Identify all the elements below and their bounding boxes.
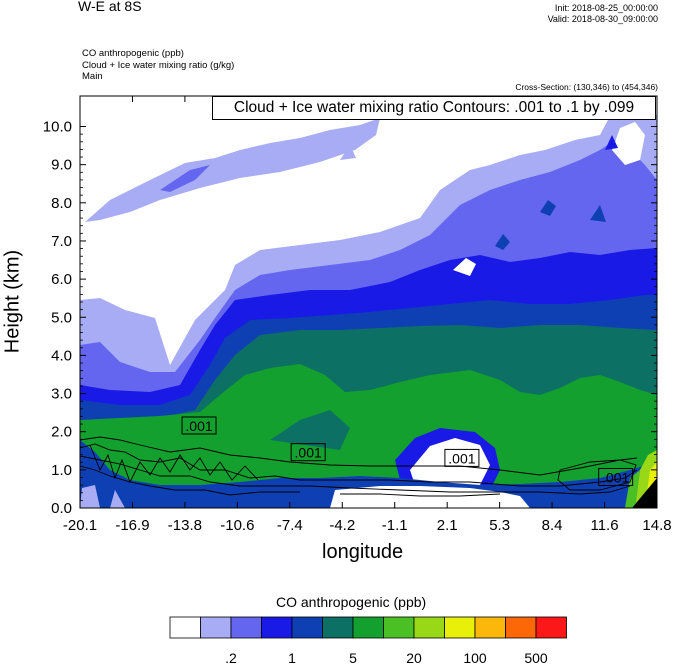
colorbar-swatch [352, 616, 384, 639]
y-tick-label: 8.0 [51, 195, 72, 212]
x-axis: -20.1 -16.9 -13.8 -10.6 -7.4 -4.2 -1.1 2.1 5.3 8.… [63, 96, 672, 534]
x-tick-label: -13.8 [168, 517, 202, 534]
colorbar-swatch [230, 616, 262, 639]
y-tick-label: 7.0 [51, 233, 72, 250]
contour-label-box [444, 448, 480, 467]
y-tick-label: 1.0 [51, 462, 72, 479]
colorbar-swatch [291, 616, 323, 639]
colorbar-label: 20 [406, 650, 422, 666]
contour-label-box [598, 467, 634, 486]
colorbar-swatch [261, 616, 293, 639]
co-level-1b [85, 118, 380, 222]
cross-section-label: Cross-Section: (130,346) to (454,346) [515, 82, 658, 92]
contour-label: .001 [295, 445, 322, 461]
colorbar-swatch [474, 616, 506, 639]
cloud-contours [80, 436, 638, 497]
x-tick-label: -1.1 [382, 517, 408, 534]
field-label-main: Main [82, 71, 103, 82]
y-tick-label: 9.0 [51, 157, 72, 174]
colorbar-label: 5 [349, 650, 357, 666]
colorbar-swatch [505, 616, 537, 639]
colorbar: .2 1 5 20 100 500 [169, 616, 567, 666]
colorbar-swatch [444, 616, 476, 639]
x-tick-label: 8.4 [542, 517, 563, 534]
colorbar-swatch [322, 616, 354, 639]
contour-info-box: Cloud + Ice water mixing ratio Contours:… [212, 96, 656, 120]
y-tick-label: 10.0 [43, 119, 72, 136]
x-tick-label: -4.2 [329, 517, 355, 534]
co-field [80, 96, 657, 508]
y-tick-label: 3.0 [51, 386, 72, 403]
colorbar-label: 1 [288, 650, 296, 666]
field-label-cloud: Cloud + Ice water mixing ratio (g/kg) [82, 60, 235, 71]
colorbar-label: .2 [225, 650, 237, 666]
colorbar-title: CO anthropogenic (ppb) [276, 594, 427, 610]
contour-label: .001 [602, 469, 629, 485]
x-tick-label: -20.1 [63, 517, 97, 534]
y-axis: 0.0 1.0 2.0 3.0 4.0 5.0 6.0 7.0 8.0 9.0 10.0 [43, 119, 657, 517]
x-tick-label: 2.1 [437, 517, 458, 534]
contour-label: .001 [185, 418, 212, 434]
y-tick-label: 2.0 [51, 424, 72, 441]
y-tick-label: 5.0 [51, 309, 72, 326]
colorbar-swatch [413, 616, 445, 639]
colorbar-label: 500 [524, 650, 548, 666]
contour-label: .001 [448, 450, 475, 466]
x-tick-label: -16.9 [115, 517, 149, 534]
y-tick-label: 6.0 [51, 271, 72, 288]
y-tick-label: 0.0 [51, 500, 72, 517]
x-tick-label: 11.6 [590, 517, 618, 534]
x-tick-label: 14.8 [642, 517, 671, 534]
colorbar-label: 100 [463, 650, 487, 666]
init-time: Init: 2018-08-25_00:00:00 [554, 3, 658, 13]
field-label-co: CO anthropogenic (ppb) [82, 48, 184, 59]
x-axis-label: longitude [322, 541, 404, 563]
x-tick-label: -10.6 [220, 517, 254, 534]
colorbar-swatch [200, 616, 232, 639]
page-title: W-E at 8S [78, 0, 142, 14]
valid-time: Valid: 2018-08-30_09:00:00 [547, 14, 658, 24]
contour-label-box [290, 443, 326, 462]
colorbar-swatch [169, 616, 201, 639]
x-tick-label: 5.3 [489, 517, 510, 534]
colorbar-swatch [383, 616, 415, 639]
y-tick-label: 4.0 [51, 347, 72, 364]
contour-label-box [181, 416, 217, 435]
colorbar-swatch [535, 616, 567, 639]
contour-labels: .001 .001 .001 .001 [181, 416, 634, 486]
y-axis-label: Height (km) [1, 249, 24, 354]
x-tick-label: -7.4 [277, 517, 303, 534]
